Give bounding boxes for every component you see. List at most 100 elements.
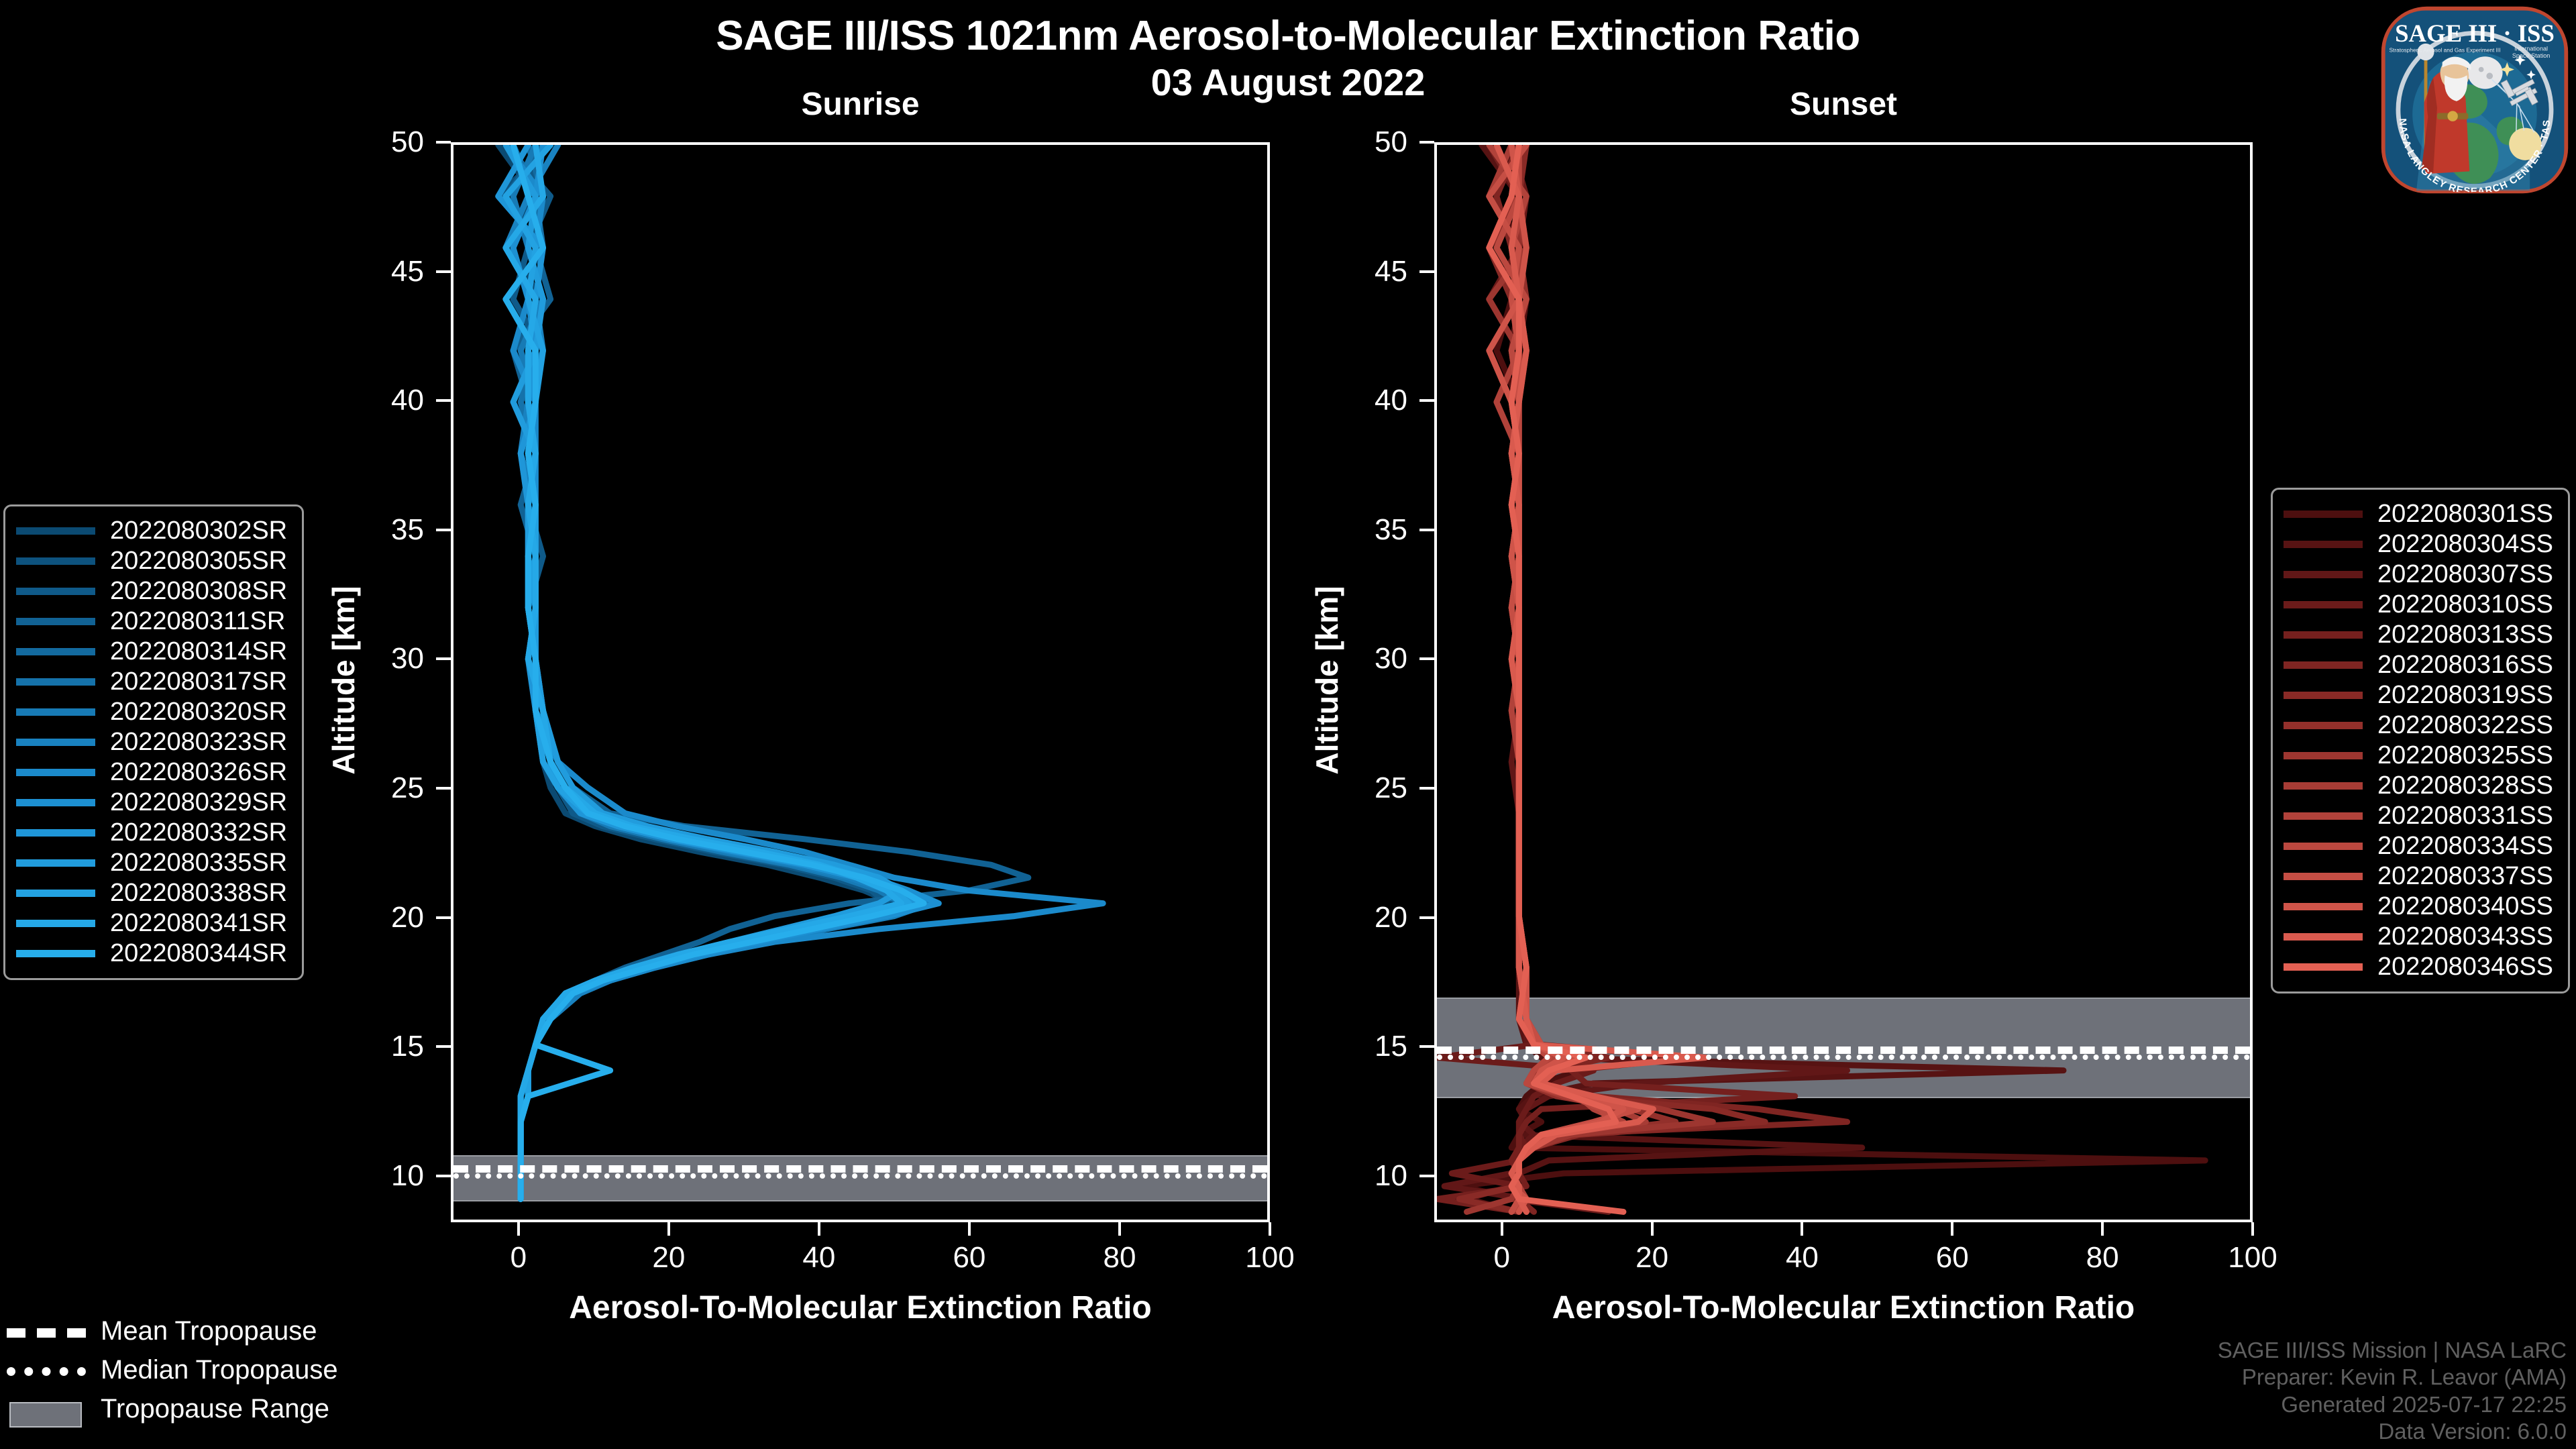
x-axis-tick (2251, 1222, 2254, 1236)
legend-color-swatch (2284, 511, 2363, 518)
y-axis-tick-label: 35 (391, 513, 424, 546)
legend-item-label: 2022080307SS (2377, 560, 2554, 588)
y-axis-tick-label: 35 (1375, 513, 1407, 546)
legend-color-swatch (2284, 541, 2363, 548)
legend-item-label: 2022080322SS (2377, 711, 2554, 739)
y-axis-tick-label: 45 (391, 254, 424, 288)
logo-subtitle-right-1: International (2514, 46, 2548, 52)
legend-item[interactable]: 2022080346SS (2284, 952, 2553, 982)
legend-item-label: 2022080304SS (2377, 530, 2554, 558)
legend-item[interactable]: 2022080329SR (16, 788, 287, 818)
legend-item[interactable]: 2022080325SS (2284, 741, 2553, 771)
legend-color-swatch (2284, 722, 2363, 729)
y-axis-tick (1419, 141, 1434, 144)
legend-item[interactable]: 2022080301SS (2284, 499, 2553, 529)
tropopause-key-item: Mean Tropopause (7, 1311, 338, 1350)
legend-color-swatch (16, 739, 95, 746)
median-tropopause-line (453, 1173, 1267, 1179)
legend-item[interactable]: 2022080331SS (2284, 801, 2553, 831)
legend-item-label: 2022080301SS (2377, 500, 2554, 528)
series-line (502, 145, 934, 1202)
logo-title: SAGE III · ISS (2395, 19, 2555, 47)
legend-item[interactable]: 2022080304SS (2284, 529, 2553, 559)
legend-item-label: 2022080316SS (2377, 651, 2554, 679)
legend-color-swatch (2284, 782, 2363, 790)
legend-color-swatch (16, 859, 95, 867)
legend-item[interactable]: 2022080302SR (16, 516, 287, 546)
legend-item[interactable]: 2022080308SR (16, 576, 287, 606)
legend-color-swatch (16, 950, 95, 957)
legend-item[interactable]: 2022080313SS (2284, 620, 2553, 650)
legend-color-swatch (16, 920, 95, 927)
legend-item[interactable]: 2022080323SR (16, 727, 287, 757)
legend-item[interactable]: 2022080344SR (16, 938, 287, 969)
sunset-plot-area (1434, 142, 2253, 1222)
legend-item-label: 2022080340SS (2377, 892, 2554, 920)
series-line (495, 145, 912, 1202)
y-axis-tick (1419, 916, 1434, 919)
y-axis-tick (1419, 528, 1434, 531)
legend-item[interactable]: 2022080310SS (2284, 590, 2553, 620)
legend-item[interactable]: 2022080319SS (2284, 680, 2553, 710)
series-line (502, 145, 890, 1202)
legend-item-label: 2022080317SR (110, 667, 288, 696)
legend-item-label: 2022080329SR (110, 788, 288, 816)
mean-tropopause-line (1437, 1046, 2250, 1055)
y-axis-tick-label: 40 (391, 384, 424, 417)
legend-color-swatch (16, 799, 95, 806)
legend-item[interactable]: 2022080326SR (16, 757, 287, 788)
x-axis-tick (1951, 1222, 1954, 1236)
legend-item[interactable]: 2022080337SS (2284, 861, 2553, 892)
page-title: SAGE III/ISS 1021nm Aerosol-to-Molecular… (716, 13, 1860, 59)
legend-item-label: 2022080311SR (110, 607, 286, 635)
date-subtitle: 03 August 2022 (1150, 61, 1426, 103)
x-axis-tick (967, 1222, 971, 1236)
legend-color-swatch (16, 527, 95, 535)
y-axis-tick-label: 25 (391, 771, 424, 804)
legend-item[interactable]: 2022080334SS (2284, 831, 2553, 861)
legend-item[interactable]: 2022080311SR (16, 606, 287, 637)
legend-item-label: 2022080335SR (110, 849, 288, 877)
legend-color-swatch (2284, 692, 2363, 699)
x-axis-tick (1650, 1222, 1654, 1236)
legend-sunset[interactable]: 2022080301SS 2022080304SS 2022080307SS 2022… (2271, 488, 2571, 994)
legend-item[interactable]: 2022080328SS (2284, 771, 2553, 801)
series-line (1486, 145, 1627, 1215)
series-line (510, 145, 942, 1202)
legend-item[interactable]: 2022080343SS (2284, 922, 2553, 952)
legend-item[interactable]: 2022080332SR (16, 818, 287, 848)
logo-subtitle-left: Stratospheric Aerosol and Gas Experiment… (2390, 46, 2501, 53)
legend-item[interactable]: 2022080340SS (2284, 892, 2553, 922)
legend-item[interactable]: 2022080307SS (2284, 559, 2553, 590)
tropopause-key-label: Tropopause Range (101, 1393, 329, 1424)
series-line (495, 145, 898, 1202)
legend-item-label: 2022080320SR (110, 698, 288, 726)
y-axis-tick-label: 15 (391, 1030, 424, 1063)
legend-color-swatch (2284, 812, 2363, 820)
legend-item-label: 2022080308SR (110, 577, 288, 605)
series-line (495, 145, 920, 1202)
sunrise-panel-title: Sunrise (801, 87, 920, 122)
legend-item[interactable]: 2022080341SR (16, 908, 287, 938)
legend-item-label: 2022080341SR (110, 909, 288, 937)
legend-item-label: 2022080313SS (2377, 621, 2554, 649)
mean-tropopause-line (453, 1165, 1267, 1173)
tropopause-key-label: Median Tropopause (101, 1354, 338, 1385)
legend-sunrise[interactable]: 2022080302SR 2022080305SR 2022080308SR 2022… (3, 504, 305, 980)
legend-item[interactable]: 2022080316SS (2284, 650, 2553, 680)
legend-item[interactable]: 2022080317SR (16, 667, 287, 697)
legend-color-swatch (16, 890, 95, 897)
legend-item[interactable]: 2022080335SR (16, 848, 287, 878)
sunrise-series-lines (495, 145, 1106, 1202)
y-axis-tick (436, 916, 451, 919)
legend-item[interactable]: 2022080338SR (16, 878, 287, 908)
median-tropopause-line (1437, 1054, 2250, 1060)
x-axis-tick (2101, 1222, 2104, 1236)
tropopause-key: Mean Tropopause Median Tropopause Tropopau… (7, 1311, 338, 1428)
legend-item[interactable]: 2022080314SR (16, 637, 287, 667)
legend-item[interactable]: 2022080305SR (16, 546, 287, 576)
y-axis-tick (436, 786, 451, 790)
x-axis-tick-label: 60 (953, 1241, 986, 1274)
legend-item[interactable]: 2022080322SS (2284, 710, 2553, 741)
legend-item[interactable]: 2022080320SR (16, 697, 287, 727)
